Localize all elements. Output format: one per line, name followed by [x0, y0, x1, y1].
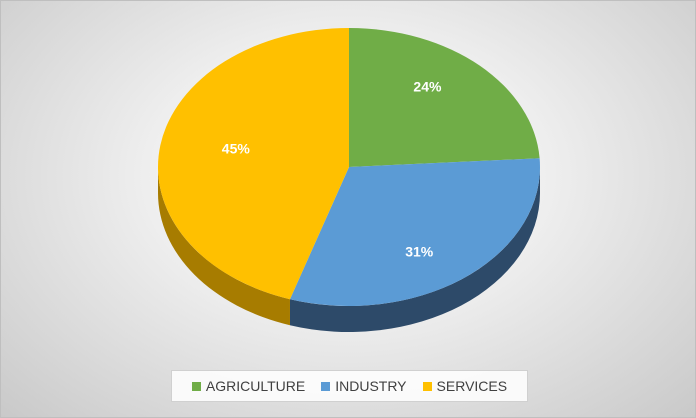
legend-swatch	[321, 381, 331, 391]
legend-label: AGRICULTURE	[205, 378, 306, 394]
slice	[349, 28, 540, 167]
legend-swatch	[191, 381, 201, 391]
slice-side	[289, 167, 540, 332]
data-label: 24%	[413, 79, 442, 95]
slice	[157, 28, 349, 300]
data-label: 31%	[405, 243, 434, 259]
legend-label: INDUSTRY	[335, 378, 407, 394]
legend-swatch	[422, 381, 432, 391]
legend-item: SERVICES	[422, 378, 508, 394]
slice-side	[158, 167, 290, 326]
slice	[289, 158, 540, 306]
legend: AGRICULTURE INDUSTRY SERVICES	[171, 370, 528, 402]
legend-item: AGRICULTURE	[191, 378, 306, 394]
data-label: 45%	[222, 141, 251, 157]
legend-item: INDUSTRY	[321, 378, 407, 394]
legend-label: SERVICES	[436, 378, 508, 394]
